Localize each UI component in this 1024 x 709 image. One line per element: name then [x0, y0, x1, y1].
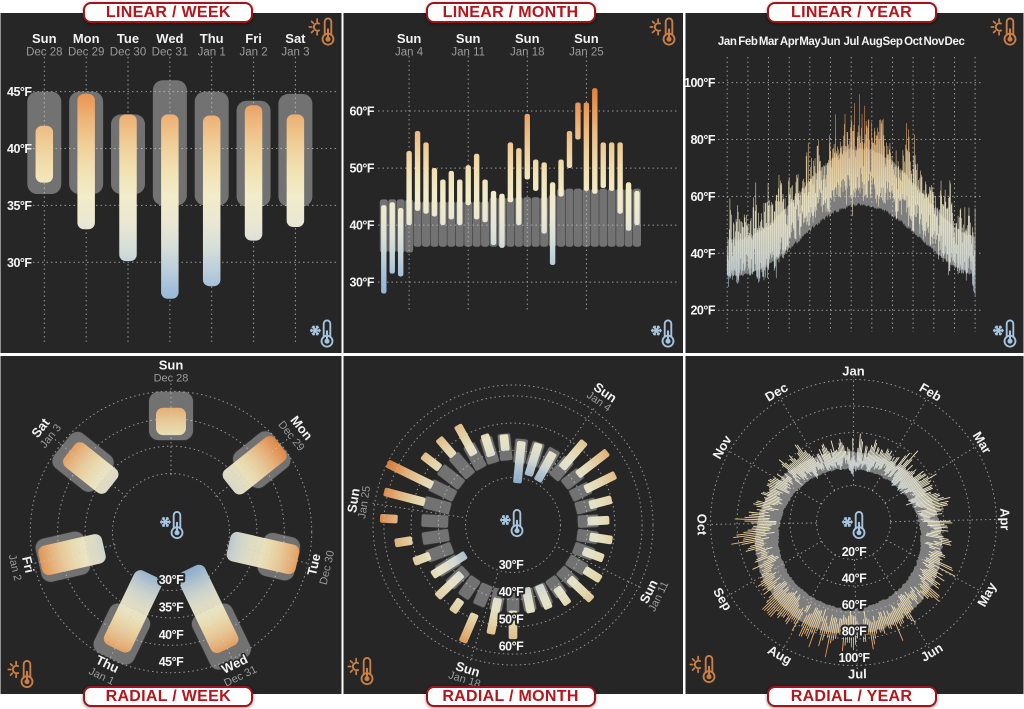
svg-text:Jan 3: Jan 3	[281, 47, 309, 59]
svg-text:Dec 28: Dec 28	[26, 47, 62, 59]
svg-text:Aug: Aug	[861, 36, 883, 48]
svg-text:Jul: Jul	[843, 36, 859, 48]
svg-text:May: May	[799, 36, 821, 48]
svg-text:45°F: 45°F	[159, 655, 184, 669]
svg-text:35°F: 35°F	[7, 199, 32, 213]
svg-text:40°F: 40°F	[499, 585, 524, 599]
svg-text:60°F: 60°F	[690, 190, 715, 204]
svg-text:Jan 1: Jan 1	[198, 47, 226, 59]
svg-text:Tue: Tue	[304, 552, 324, 577]
svg-text:40°F: 40°F	[350, 219, 375, 233]
svg-text:Jan 25: Jan 25	[569, 47, 604, 59]
svg-text:Oct: Oct	[694, 514, 709, 537]
svg-text:Dec 29: Dec 29	[68, 47, 104, 59]
svg-text:Jul: Jul	[848, 666, 867, 681]
svg-text:Feb: Feb	[738, 36, 758, 48]
svg-text:100°F: 100°F	[839, 651, 871, 665]
svg-text:Jan: Jan	[718, 36, 737, 48]
svg-text:60°F: 60°F	[499, 640, 524, 654]
svg-text:Apr: Apr	[997, 508, 1012, 531]
svg-text:30°F: 30°F	[159, 573, 184, 587]
svg-text:20°F: 20°F	[842, 545, 867, 559]
svg-text:20°F: 20°F	[690, 304, 715, 318]
svg-text:Dec: Dec	[945, 36, 966, 48]
svg-text:Sun: Sun	[515, 31, 540, 46]
svg-text:Oct: Oct	[904, 36, 923, 48]
svg-text:30°F: 30°F	[499, 558, 524, 572]
svg-text:50°F: 50°F	[350, 162, 375, 176]
svg-text:Thu: Thu	[200, 31, 224, 46]
svg-text:Fri: Fri	[19, 555, 37, 575]
svg-text:30°F: 30°F	[350, 276, 375, 290]
svg-text:30°F: 30°F	[7, 256, 32, 270]
svg-text:80°F: 80°F	[690, 133, 715, 147]
svg-text:Sun: Sun	[344, 487, 363, 514]
svg-text:Dec 30: Dec 30	[110, 47, 146, 59]
svg-text:Fri: Fri	[245, 31, 262, 46]
svg-text:Apr: Apr	[780, 36, 800, 48]
svg-text:40°F: 40°F	[159, 628, 184, 642]
svg-text:40°F: 40°F	[7, 142, 32, 156]
svg-text:100°F: 100°F	[684, 76, 716, 90]
svg-text:Sun: Sun	[159, 358, 184, 373]
svg-text:Sun: Sun	[456, 31, 481, 46]
svg-text:40°F: 40°F	[842, 572, 867, 586]
svg-text:Sun: Sun	[574, 31, 599, 46]
svg-text:45°F: 45°F	[7, 85, 32, 99]
svg-text:Jun: Jun	[821, 36, 841, 48]
svg-text:Sun: Sun	[397, 31, 422, 46]
svg-text:60°F: 60°F	[350, 105, 375, 119]
svg-text:Dec 31: Dec 31	[152, 47, 188, 59]
svg-text:Jan: Jan	[842, 364, 864, 379]
svg-text:Sep: Sep	[883, 36, 903, 48]
svg-text:50°F: 50°F	[499, 612, 524, 626]
svg-text:35°F: 35°F	[159, 600, 184, 614]
svg-text:Nov: Nov	[924, 36, 946, 48]
svg-text:Jan 11: Jan 11	[451, 47, 485, 59]
svg-text:80°F: 80°F	[842, 625, 867, 639]
svg-text:Jan 2: Jan 2	[240, 47, 268, 59]
svg-text:Sun: Sun	[32, 31, 57, 46]
svg-text:Jan 4: Jan 4	[395, 47, 424, 59]
svg-text:Mon: Mon	[73, 31, 100, 46]
svg-text:Tue: Tue	[117, 31, 139, 46]
svg-text:Mar: Mar	[759, 36, 779, 48]
svg-text:40°F: 40°F	[690, 247, 715, 261]
svg-text:60°F: 60°F	[842, 598, 867, 612]
svg-text:Dec 28: Dec 28	[154, 373, 189, 385]
svg-text:Jan 18: Jan 18	[510, 47, 545, 59]
svg-text:Wed: Wed	[156, 31, 183, 46]
svg-text:Sat: Sat	[285, 31, 306, 46]
